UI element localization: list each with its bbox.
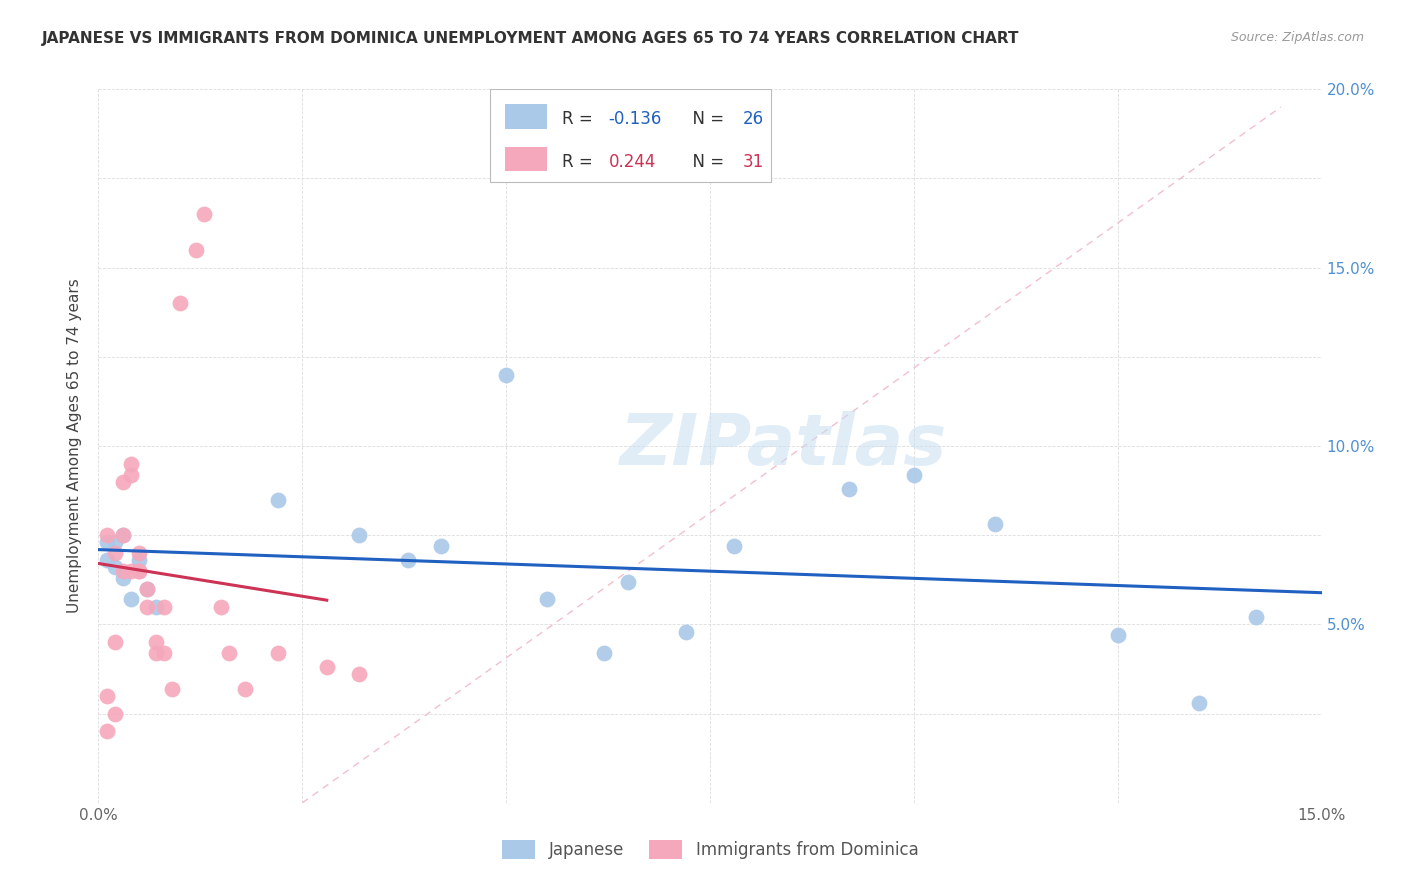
Point (267, 492, 290, 507)
Point (111, 564, 134, 578)
Text: JAPANESE VS IMMIGRANTS FROM DOMINICA UNEMPLOYMENT AMONG AGES 65 TO 74 YEARS CORR: JAPANESE VS IMMIGRANTS FROM DOMINICA UNE… (42, 31, 1019, 46)
Point (396, 553, 419, 567)
Point (104, 535, 127, 549)
Point (675, 624, 697, 639)
Text: Source: ZipAtlas.com: Source: ZipAtlas.com (1230, 31, 1364, 45)
Text: N =: N = (682, 110, 730, 128)
Text: N =: N = (682, 153, 730, 170)
Point (430, 539, 453, 553)
Point (145, 599, 167, 614)
Point (104, 635, 127, 649)
Point (1188, 696, 1211, 710)
Point (111, 475, 134, 489)
Text: R =: R = (562, 110, 598, 128)
Point (96, 724, 118, 739)
Point (128, 564, 150, 578)
Point (1107, 628, 1129, 642)
Text: 26: 26 (742, 110, 765, 128)
Point (128, 564, 150, 578)
Point (186, 243, 208, 257)
Point (96, 553, 118, 567)
Point (838, 482, 860, 496)
Point (1246, 610, 1268, 624)
Point (120, 564, 142, 578)
Point (96, 528, 118, 542)
Legend: Japanese, Immigrants from Dominica: Japanese, Immigrants from Dominica (495, 834, 925, 866)
Point (136, 582, 159, 596)
FancyBboxPatch shape (489, 89, 772, 182)
Point (315, 660, 337, 674)
Point (233, 681, 256, 696)
Point (104, 546, 127, 560)
Text: 31: 31 (742, 153, 765, 170)
Text: 0.244: 0.244 (609, 153, 655, 170)
Point (160, 681, 183, 696)
Point (96, 689, 118, 703)
Point (349, 528, 371, 542)
Point (267, 646, 290, 660)
Point (617, 574, 640, 589)
Point (111, 528, 134, 542)
Point (593, 646, 616, 660)
Point (104, 706, 127, 721)
Point (903, 467, 925, 482)
Point (152, 599, 174, 614)
Point (169, 296, 191, 310)
Point (145, 646, 167, 660)
Point (120, 592, 142, 607)
Point (209, 599, 232, 614)
Point (104, 560, 127, 574)
Point (111, 528, 134, 542)
Point (136, 599, 159, 614)
Point (152, 646, 174, 660)
Point (218, 646, 240, 660)
Point (495, 368, 517, 382)
Point (145, 635, 167, 649)
Point (349, 667, 371, 681)
Point (96, 535, 118, 549)
Point (128, 546, 150, 560)
Point (128, 553, 150, 567)
Text: ZIPatlas: ZIPatlas (620, 411, 948, 481)
Point (193, 207, 215, 221)
Point (111, 571, 134, 585)
Point (536, 592, 558, 607)
Bar (505, 147, 547, 171)
Text: -0.136: -0.136 (609, 110, 662, 128)
Point (723, 539, 745, 553)
Y-axis label: Unemployment Among Ages 65 to 74 years: Unemployment Among Ages 65 to 74 years (67, 278, 83, 614)
Text: R =: R = (562, 153, 598, 170)
Point (120, 457, 142, 471)
Point (136, 582, 159, 596)
Point (120, 467, 142, 482)
Point (984, 517, 1007, 532)
Bar (505, 104, 547, 128)
